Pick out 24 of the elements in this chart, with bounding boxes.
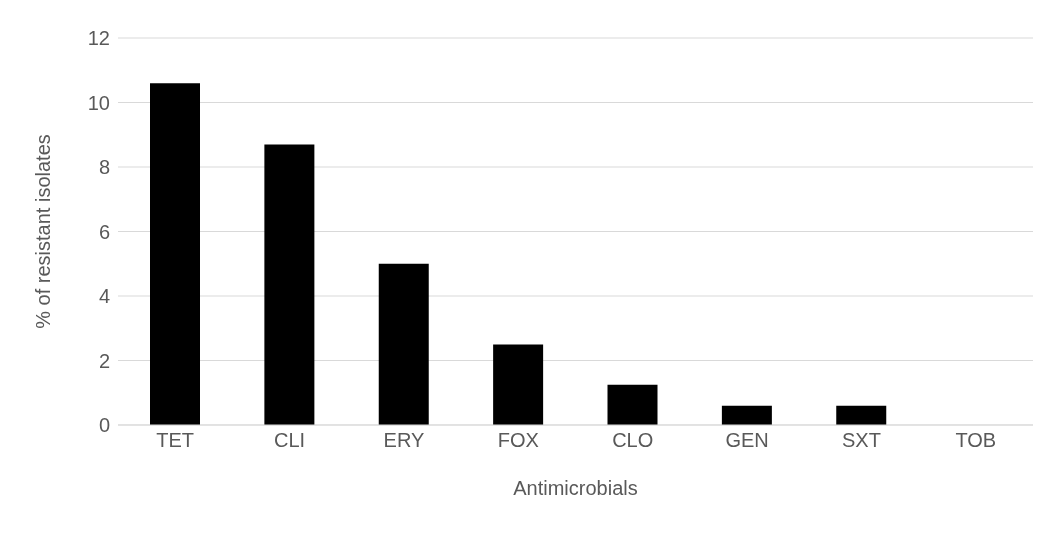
bar — [836, 405, 887, 425]
x-tick-label: CLI — [274, 429, 306, 452]
y-tick-label: 0 — [98, 414, 110, 437]
x-tick-label: FOX — [497, 429, 539, 452]
x-tick-label: TOB — [955, 429, 997, 452]
y-tick-label: 10 — [87, 91, 110, 114]
y-tick-label: 6 — [98, 220, 110, 243]
y-tick-label: 12 — [87, 27, 110, 50]
bar — [721, 405, 772, 425]
bar — [607, 384, 658, 425]
x-tick-label: TET — [156, 429, 195, 452]
x-tick-label: ERY — [383, 429, 425, 452]
bar — [150, 83, 200, 425]
x-tick-label: SXT — [841, 429, 881, 452]
x-axis-title: Antimicrobials — [513, 477, 638, 499]
bar — [493, 344, 544, 425]
bar — [378, 263, 429, 425]
bar — [264, 144, 315, 425]
y-tick-label: 4 — [98, 285, 110, 308]
x-tick-label: GEN — [725, 429, 769, 452]
x-tick-label: CLO — [612, 429, 654, 452]
y-tick-label: 8 — [98, 156, 110, 179]
y-axis-title: % of resistant isolates — [32, 134, 55, 329]
y-tick-label: 2 — [98, 349, 110, 372]
